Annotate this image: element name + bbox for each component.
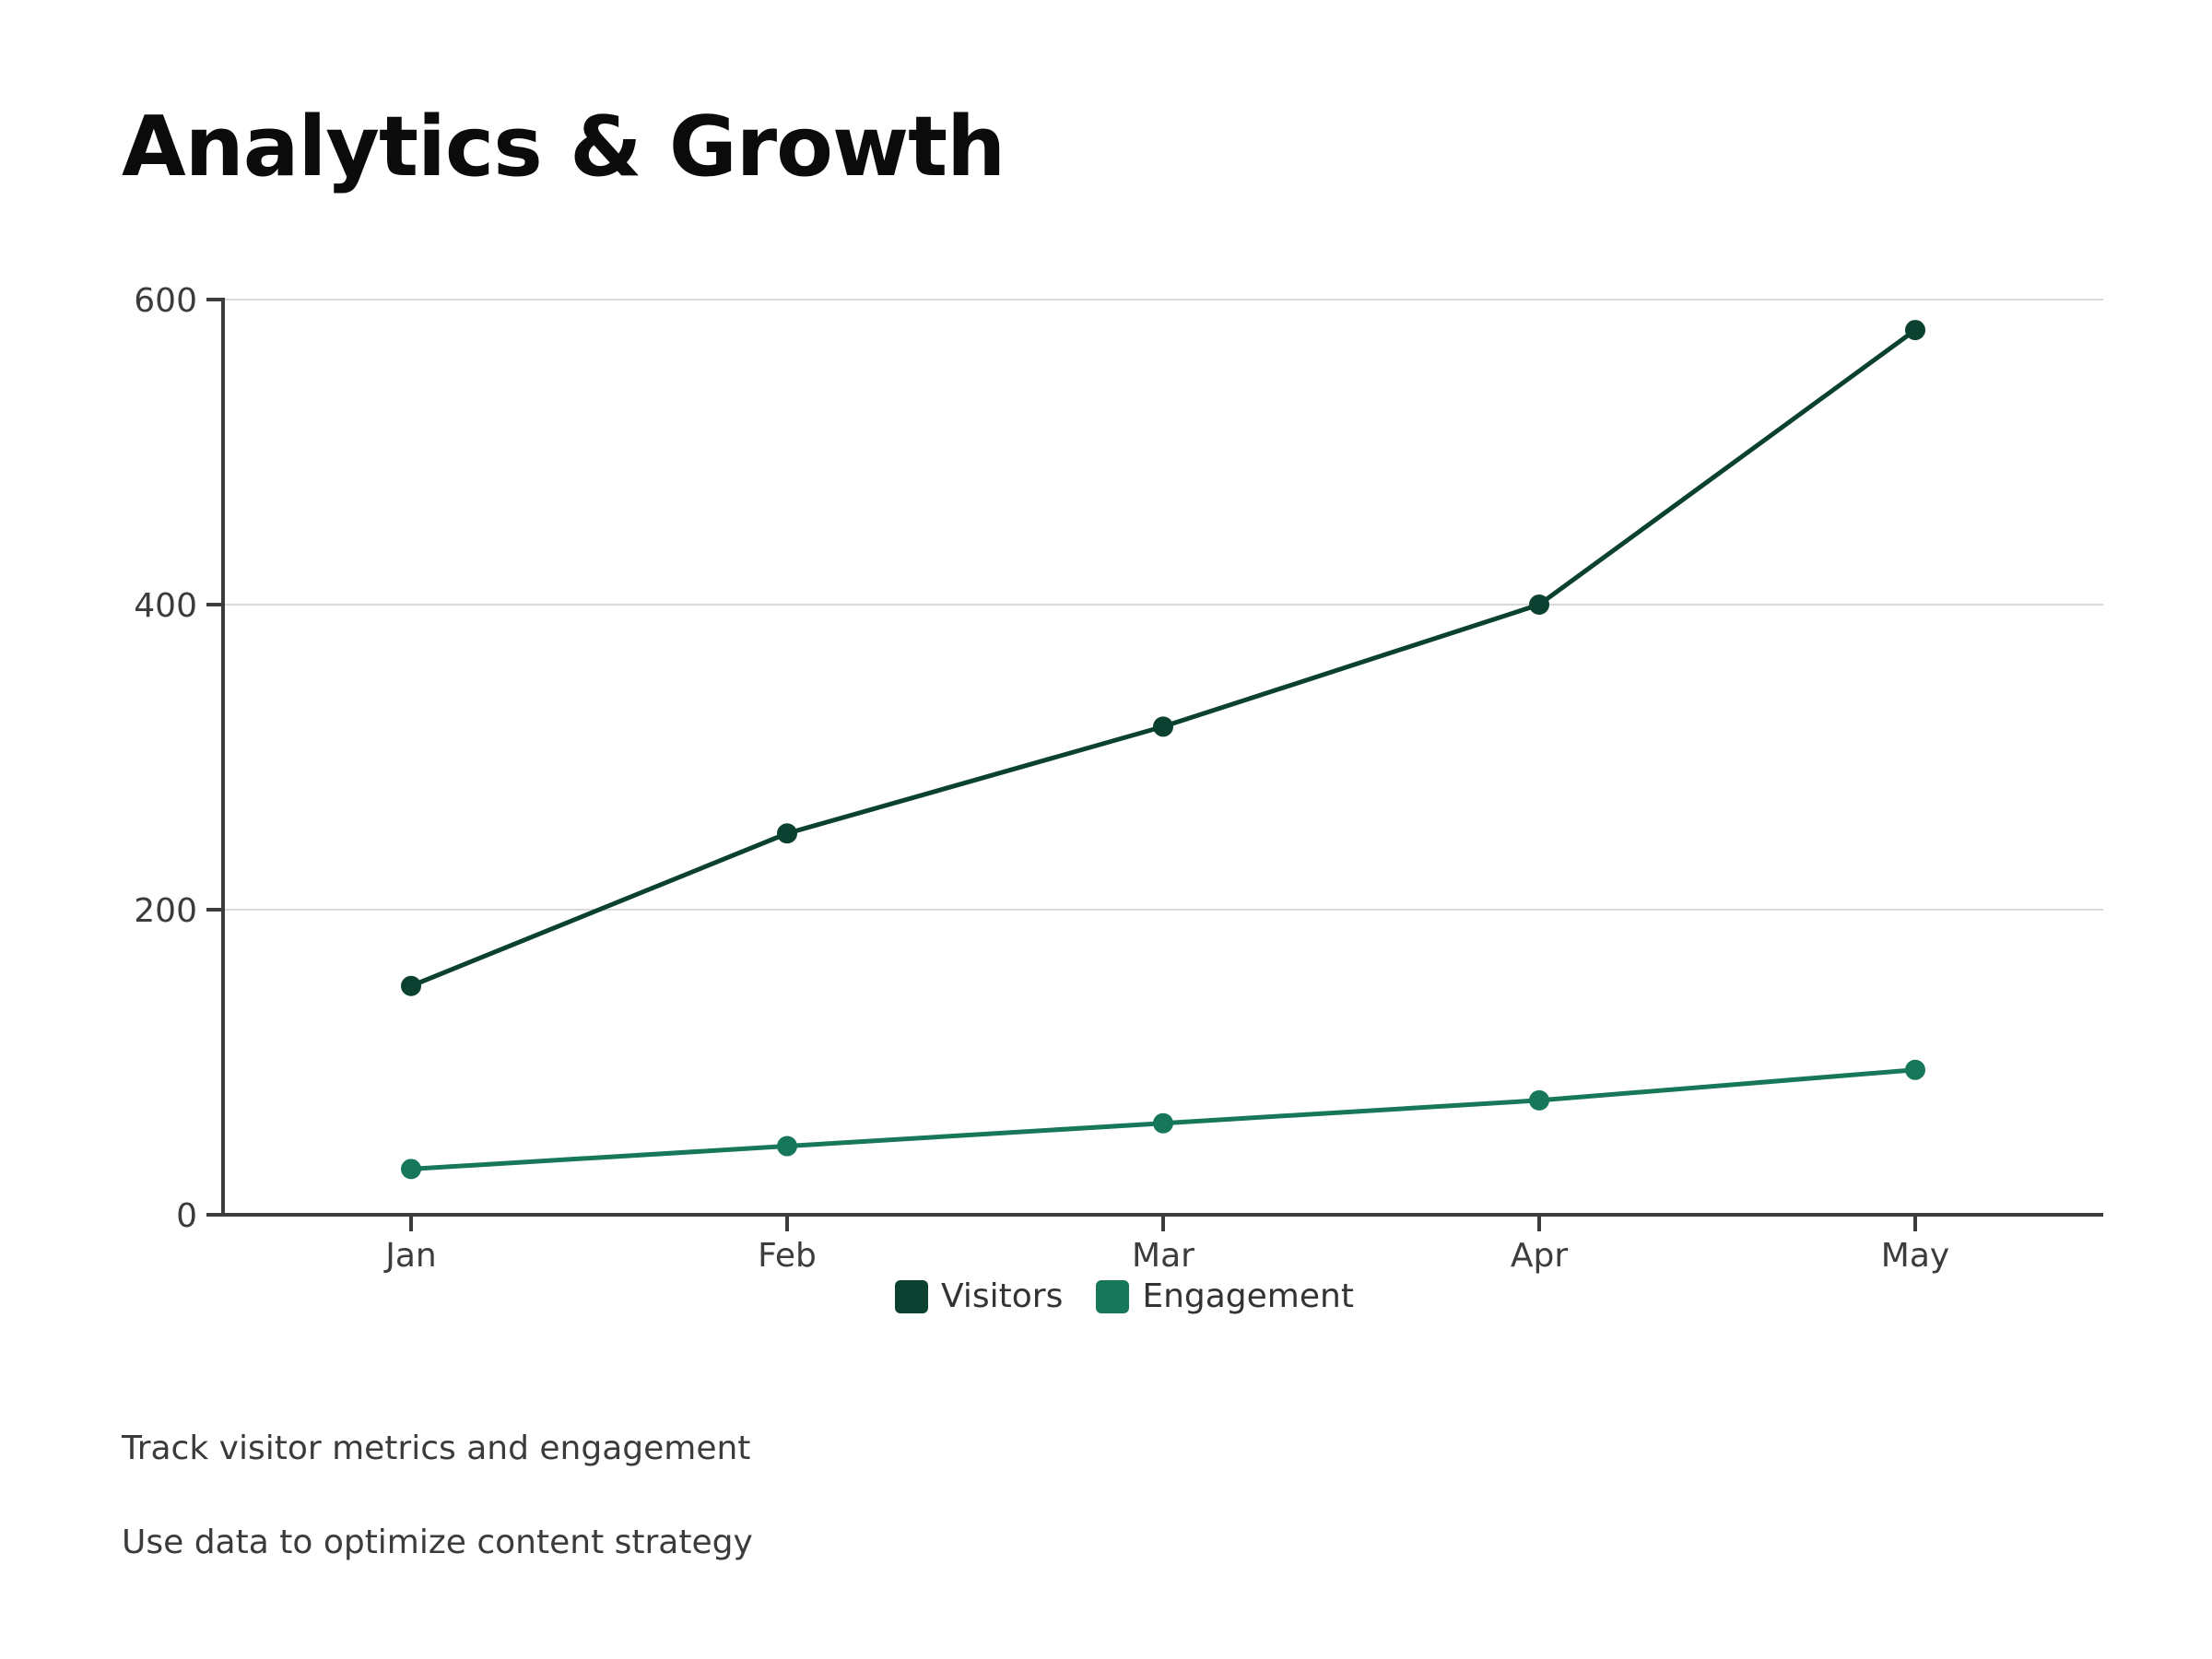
- x-tick-label-mar: Mar: [1132, 1237, 1194, 1275]
- legend-item-visitors: Visitors: [895, 1277, 1063, 1315]
- notes-section: Track visitor metrics and engagement Use…: [122, 1427, 753, 1615]
- chart-legend: Visitors Engagement: [0, 1277, 2212, 1315]
- legend-swatch-visitors: [895, 1279, 929, 1313]
- y-tick-label-400: 400: [134, 587, 197, 625]
- legend-label-engagement: Engagement: [1142, 1277, 1354, 1315]
- data-point-visitors-apr: [1529, 594, 1549, 615]
- data-point-engagement-mar: [1153, 1112, 1173, 1134]
- line-chart: 0 200 400 600 Jan Feb Mar Apr May: [134, 282, 2103, 1275]
- y-tick-label-0: 0: [176, 1197, 197, 1235]
- data-point-visitors-mar: [1153, 716, 1173, 737]
- legend-label-visitors: Visitors: [941, 1277, 1064, 1315]
- data-point-engagement-may: [1905, 1059, 1925, 1080]
- legend-item-engagement: Engagement: [1096, 1277, 1354, 1315]
- data-point-engagement-jan: [401, 1159, 421, 1180]
- data-point-engagement-apr: [1529, 1089, 1549, 1111]
- legend-swatch-engagement: [1096, 1279, 1130, 1313]
- data-point-visitors-jan: [401, 975, 421, 996]
- note-optimize-content: Use data to optimize content strategy: [122, 1524, 753, 1561]
- data-point-visitors-may: [1905, 320, 1925, 341]
- note-track-visitors: Track visitor metrics and engagement: [122, 1430, 751, 1467]
- x-tick-label-apr: Apr: [1511, 1237, 1568, 1275]
- y-tick-label-200: 200: [134, 892, 197, 930]
- data-point-visitors-feb: [777, 823, 797, 844]
- page-title: Analytics & Growth: [122, 99, 1006, 195]
- data-point-engagement-feb: [777, 1135, 797, 1157]
- y-tick-label-600: 600: [134, 282, 197, 320]
- x-tick-label-may: May: [1881, 1237, 1949, 1275]
- x-tick-label-jan: Jan: [383, 1237, 437, 1275]
- chart-area: 0 200 400 600 Jan Feb Mar Apr May: [134, 282, 2103, 1275]
- x-tick-label-feb: Feb: [758, 1237, 817, 1275]
- series-line-visitors: [408, 327, 1918, 989]
